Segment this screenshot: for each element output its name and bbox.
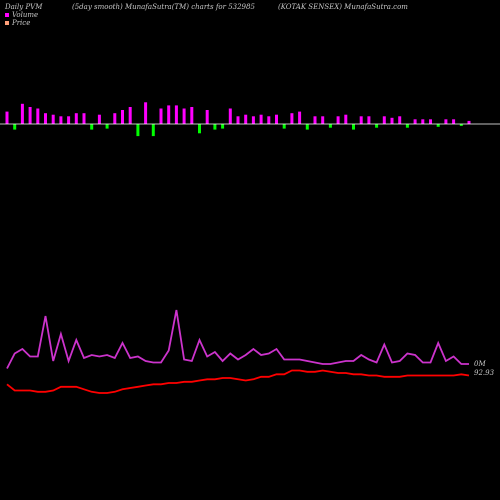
pvm-bar	[90, 124, 94, 130]
pvm-bar	[13, 124, 17, 130]
legend-volume-swatch	[5, 13, 9, 17]
pvm-bar	[36, 108, 40, 124]
pvm-bar	[190, 107, 194, 125]
pvm-bar	[59, 116, 63, 125]
legend-price-swatch	[5, 21, 9, 25]
legend-price-label: Price	[12, 19, 31, 27]
pvm-bar	[421, 119, 425, 124]
pvm-bar	[467, 120, 471, 124]
pvm-bar	[336, 116, 340, 125]
pvm-bar	[436, 124, 440, 127]
pvm-bar	[267, 116, 271, 125]
pvm-bar	[144, 102, 148, 124]
pvm-bar	[344, 114, 348, 124]
pvm-bar	[259, 114, 263, 124]
pvm-bar	[290, 113, 294, 124]
price-end-label: 92.93	[474, 369, 495, 377]
pvm-bar	[20, 103, 24, 124]
pvm-bar	[352, 124, 355, 130]
pvm-bar	[159, 108, 163, 124]
legend-volume: Volume	[5, 11, 38, 19]
pvm-bar	[151, 124, 155, 137]
volume-line	[6, 309, 469, 369]
legend: Volume Price	[5, 11, 38, 27]
pvm-bar	[174, 105, 178, 124]
pvm-bar	[5, 111, 9, 124]
pvm-bar	[182, 108, 186, 124]
pvm-bar	[221, 124, 225, 129]
header-right: (KOTAK SENSEX) MunafaSutra.com	[278, 3, 408, 11]
legend-volume-label: Volume	[12, 11, 39, 19]
pvm-bar	[429, 119, 432, 124]
pvm-bar	[74, 113, 78, 124]
pvm-bar	[121, 110, 124, 124]
pvm-bar	[97, 114, 101, 124]
pvm-bar	[167, 105, 171, 124]
volume-end-label: 0M	[474, 360, 486, 368]
pvm-bar	[44, 113, 47, 124]
pvm-bar	[359, 116, 363, 125]
pvm-bar	[205, 110, 209, 124]
pvm-bar	[82, 113, 86, 124]
pvm-bar	[282, 124, 286, 129]
pvm-bar	[452, 119, 456, 124]
pvm-bar	[305, 124, 309, 130]
bars-layer	[5, 102, 471, 137]
pvm-bar	[390, 117, 394, 124]
pvm-bar	[236, 116, 240, 125]
pvm-bar	[405, 124, 409, 128]
pvm-bar	[198, 124, 201, 134]
pvm-bar	[444, 119, 448, 124]
pvm-bar	[367, 116, 371, 125]
pvm-bar	[298, 111, 302, 124]
pvm-bar	[67, 116, 71, 125]
pvm-bar	[136, 124, 140, 137]
pvm-bar	[313, 116, 317, 125]
pvm-bar	[413, 119, 417, 124]
pvm-bar	[275, 114, 278, 124]
pvm-bar	[244, 114, 248, 124]
pvm-bar	[128, 107, 132, 125]
price-line	[6, 369, 470, 394]
pvm-bar	[51, 114, 55, 124]
pvm-bar	[398, 116, 402, 125]
pvm-bar	[375, 124, 379, 128]
pvm-bar	[321, 116, 325, 125]
pvm-bar	[251, 116, 255, 125]
pvm-bar	[105, 124, 109, 129]
pvm-bar	[213, 124, 217, 130]
header-title: (5day smooth) MunafaSutra(TM) charts for…	[72, 3, 255, 11]
header-left: Daily PVM	[5, 3, 43, 11]
pvm-bar	[382, 116, 386, 125]
pvm-bar	[228, 108, 232, 124]
pvm-bar	[113, 113, 117, 124]
pvm-bar	[328, 124, 332, 128]
pvm-bar	[459, 124, 463, 126]
legend-price: Price	[5, 19, 38, 27]
pvm-bar	[28, 107, 32, 125]
